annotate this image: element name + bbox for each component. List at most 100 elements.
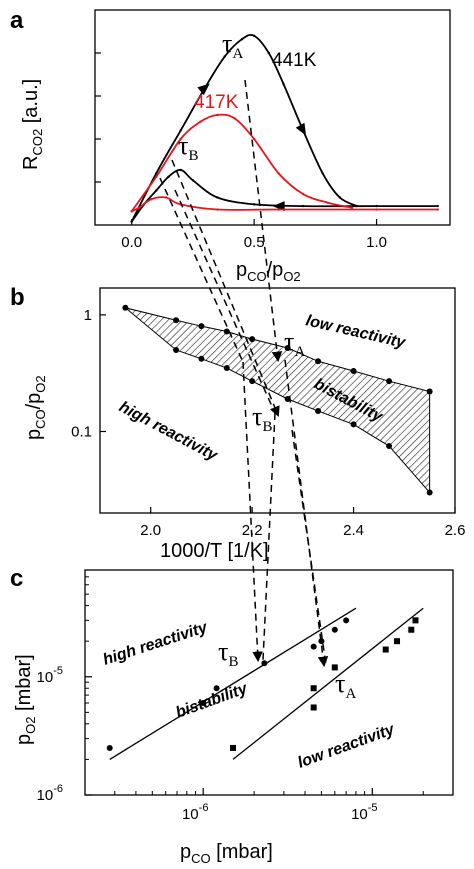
series-441K-point — [155, 189, 158, 192]
series-417K-backward — [131, 196, 438, 213]
panel-b-y-tick-label: 1 — [84, 307, 92, 324]
series-441K-direction-arrow — [272, 201, 285, 212]
panel-c-point-lower — [310, 704, 317, 711]
panel-b-point — [249, 378, 256, 385]
series-441K-point — [267, 51, 271, 55]
series-441K-point — [155, 172, 158, 175]
arrow-b-to-c-taua — [284, 359, 329, 668]
series-441K-point — [282, 82, 285, 86]
panel-c-x-tick-label: 10-6 — [182, 802, 208, 823]
panel-c-point-upper — [261, 660, 268, 667]
arrow-b-to-c-taua-2 — [291, 429, 327, 666]
series-441K-point — [240, 38, 244, 41]
panel-a-annotations: τA τB 441K 417K — [178, 29, 317, 164]
series-417K-point — [301, 192, 305, 196]
panel-c-point-upper — [310, 643, 317, 650]
panel-b-point — [386, 378, 393, 385]
panel-b-x-tick-label: 2.0 — [140, 522, 161, 539]
panel-b-points — [122, 304, 433, 496]
panel-c-fit-upper — [109, 607, 357, 760]
panel-b-region-high-reactivity: high reactivity — [116, 399, 221, 465]
series-441K-point — [436, 204, 439, 208]
panel-c-point-upper — [106, 744, 113, 751]
panel-b-point — [386, 443, 393, 450]
panel-b-point — [173, 317, 180, 324]
panel-a-legend-441k: 441K — [272, 50, 317, 71]
arrow-b-to-c-taub — [242, 361, 263, 663]
panel-a-legend-417k: 417K — [194, 92, 239, 113]
panel-b-y-axis-label: pCO/pO2 — [23, 375, 48, 440]
panel-b-point — [198, 323, 205, 330]
series-441K-point — [179, 129, 182, 132]
series-417K-point — [155, 175, 158, 179]
panel-b-point — [350, 421, 357, 428]
panel-c-point-lower — [408, 626, 415, 633]
panel-a-x-tick-label: 0.0 — [121, 234, 142, 251]
panel-b-tau-b-label: τB — [252, 402, 272, 435]
panel-b-point — [198, 355, 205, 362]
panel-c-point-upper — [200, 700, 207, 707]
series-441K-point — [179, 168, 182, 172]
panel-a-letter: a — [10, 7, 24, 34]
panel-c-point-lower — [412, 617, 419, 624]
panel-b-frame — [99, 287, 456, 514]
series-417K-point — [164, 196, 168, 199]
arrow-a-taua-to-b — [244, 79, 283, 363]
panel-b-y-tick-label: 0.1 — [71, 423, 92, 440]
panel-a-x-tick-label: 1.0 — [366, 234, 387, 251]
panel-c-y-tick-label: 10-6 — [37, 783, 63, 804]
series-441K-point — [321, 172, 324, 175]
panel-a-ticks: 0.0 0.5 1.0 — [95, 52, 387, 251]
arrow-a-taub-to-b — [171, 159, 280, 417]
panel-c: c 10-6 10-5 10-5 10-6 high reactivity bista… — [10, 565, 454, 866]
panel-c-point-lower — [394, 638, 401, 645]
panel-c-region-bistability: bistability — [174, 680, 251, 722]
series-417K-point — [277, 172, 280, 175]
series-417K-point — [216, 113, 219, 117]
panel-b-point — [223, 365, 230, 372]
panel-c-letter: c — [10, 565, 23, 592]
series-441K-point — [375, 204, 378, 208]
panel-c-points — [106, 617, 419, 751]
panel-b-point — [350, 368, 357, 375]
panel-c-point-upper — [331, 626, 338, 633]
series-417K-point — [326, 201, 329, 204]
connecting-arrows — [159, 79, 329, 668]
panel-c-tau-b-label: τB — [218, 637, 238, 670]
panel-b-point — [284, 344, 291, 351]
panel-b: b 2.0 2.2 2.4 2.610.1 low reactivity bistab… — [10, 284, 465, 562]
series-417K-point — [252, 137, 256, 141]
arrow-b-to-c-taub-2 — [262, 412, 276, 661]
panel-b-point — [122, 304, 129, 311]
panel-b-tau-a-label: τA — [284, 327, 305, 360]
series-417K-point — [199, 120, 202, 124]
panel-c-x-axis-label: pCO [mbar] — [180, 841, 273, 866]
series-441K-point — [223, 55, 226, 58]
panel-c-region-low-reactivity: low reactivity — [296, 721, 398, 772]
panel-c-point-lower — [229, 744, 236, 751]
panel-a-curves — [130, 33, 439, 223]
panel-b-point — [315, 358, 322, 365]
panel-b-x-tick-label: 2.4 — [343, 522, 364, 539]
series-441K-point — [252, 34, 256, 37]
panel-a-x-axis-label: pCO/pO2 — [236, 259, 301, 284]
panel-c-region-high-reactivity: high reactivity — [101, 619, 210, 669]
series-441K-point — [216, 196, 219, 199]
panel-c-point-lower — [331, 664, 338, 671]
series-441K-point — [355, 204, 359, 208]
panel-b-point — [315, 407, 322, 414]
series-417K-point — [375, 208, 378, 211]
panel-b-x-axis-label: 1000/T [1/K] — [160, 540, 269, 562]
series-441K-direction-arrow — [295, 122, 307, 136]
panel-b-region-low-reactivity: low reactivity — [304, 312, 408, 352]
series-417K-point — [130, 210, 133, 213]
panel-c-fit-lower — [232, 607, 424, 760]
series-417K-point — [350, 206, 354, 209]
panel-b-point — [426, 489, 433, 496]
series-441K-point — [252, 203, 256, 206]
panel-c-point-upper — [343, 617, 350, 624]
panel-b-letter: b — [10, 284, 25, 311]
panel-c-ticks: 10-6 10-5 10-5 10-6 — [37, 576, 424, 823]
series-417K-point — [179, 137, 182, 141]
